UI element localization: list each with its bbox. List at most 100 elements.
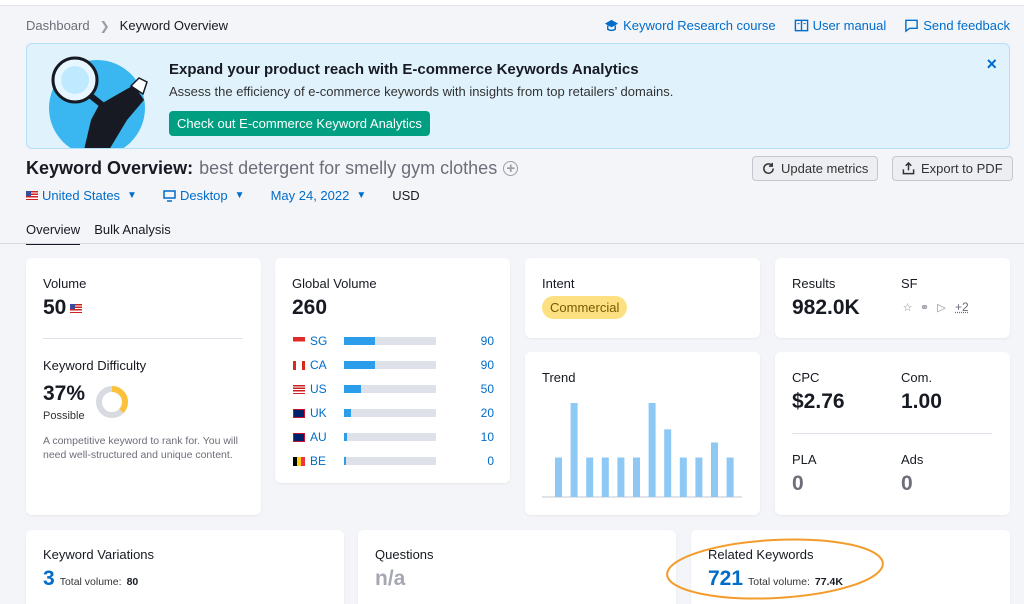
related-label: Related Keywords xyxy=(708,547,814,562)
trend-bar xyxy=(586,457,594,497)
add-circle-icon[interactable]: + xyxy=(503,161,519,176)
desktop-icon xyxy=(163,189,176,202)
country-row-be: BE 0 xyxy=(293,454,494,468)
play-icon[interactable]: ▷ xyxy=(937,301,946,314)
update-metrics-button[interactable]: Update metrics xyxy=(752,156,879,181)
pla-value: 0 xyxy=(792,472,804,495)
user-manual-link[interactable]: User manual xyxy=(794,18,886,33)
au-flag-icon xyxy=(293,432,305,442)
country-row-au: AU 10 xyxy=(293,430,494,444)
kd-label: Keyword Difficulty xyxy=(43,358,147,373)
close-icon[interactable]: × xyxy=(986,54,997,74)
country-code[interactable]: AU xyxy=(310,430,327,444)
sf-more[interactable]: +2 xyxy=(955,300,969,314)
country-volume-value[interactable]: 90 xyxy=(480,334,494,348)
questions-label: Questions xyxy=(375,547,434,562)
country-volume-value[interactable]: 20 xyxy=(480,406,494,420)
trend-bar xyxy=(726,457,734,497)
cpc-card: CPC $2.76 Com. 1.00 PLA 0 Ads 0 xyxy=(775,352,1010,515)
filter-bar: United States ▼ Desktop ▼ May 24, 2022 ▼… xyxy=(26,188,420,203)
breadcrumb-dashboard[interactable]: Dashboard xyxy=(26,18,90,33)
export-icon xyxy=(902,162,915,175)
country-row-us: US 50 xyxy=(293,382,494,396)
trend-bar xyxy=(555,457,562,497)
device-selector[interactable]: Desktop ▼ xyxy=(163,188,245,203)
tab-overview[interactable]: Overview xyxy=(26,222,81,245)
keyword-text: best detergent for smelly gym clothes xyxy=(199,158,498,178)
variations-total-label: Total volume: xyxy=(59,576,122,588)
country-code[interactable]: US xyxy=(310,382,327,396)
country-volume-bar-fill xyxy=(344,457,346,465)
trend-chart xyxy=(542,403,742,498)
device-label: Desktop xyxy=(179,188,228,203)
results-value: 982.0K xyxy=(792,296,860,319)
us-flag-icon xyxy=(26,191,38,200)
keyword-research-course-link[interactable]: Keyword Research course xyxy=(604,18,776,33)
page-title: Keyword Overview: best detergent for sme… xyxy=(26,158,519,179)
country-volume-bar-fill xyxy=(344,409,352,417)
country-volume-bar-fill xyxy=(344,337,376,345)
kd-description: A competitive keyword to rank for. You w… xyxy=(43,435,238,461)
ads-value: 0 xyxy=(901,472,913,495)
trend-bar xyxy=(711,442,718,497)
top-edge xyxy=(0,0,1024,6)
divider xyxy=(792,433,992,434)
star-icon[interactable]: ☆ xyxy=(902,301,913,314)
intent-badge: Commercial xyxy=(542,296,628,319)
sg-flag-icon xyxy=(293,336,305,346)
global-volume-label: Global Volume xyxy=(292,276,377,291)
country-code[interactable]: UK xyxy=(310,406,327,420)
chevron-down-icon: ▼ xyxy=(356,190,367,201)
currency-label: USD xyxy=(392,188,420,203)
ca-flag-icon xyxy=(293,360,305,370)
related-value[interactable]: 721 xyxy=(708,567,744,590)
country-volume-bar xyxy=(344,457,436,465)
country-volume-value[interactable]: 50 xyxy=(480,382,494,396)
country-selector[interactable]: United States ▼ xyxy=(26,188,137,203)
country-volume-value[interactable]: 0 xyxy=(487,454,494,468)
breadcrumb-current: Keyword Overview xyxy=(119,18,229,33)
country-volume-value[interactable]: 10 xyxy=(480,430,494,444)
related-total-label: Total volume: xyxy=(748,576,810,588)
competition-label: Com. xyxy=(901,370,933,385)
tabs: Overview Bulk Analysis xyxy=(26,222,171,245)
update-metrics-label: Update metrics xyxy=(781,161,869,176)
send-feedback-link[interactable]: Send feedback xyxy=(904,18,1010,33)
kd-value: 37% xyxy=(43,382,86,405)
results-label: Results xyxy=(792,276,836,291)
uk-flag-icon xyxy=(293,408,305,418)
country-volume-bar xyxy=(344,337,436,345)
country-code[interactable]: SG xyxy=(310,334,328,348)
trend-bar xyxy=(601,457,609,497)
country-volume-bar xyxy=(344,409,436,417)
banner-subtitle: Assess the efficiency of e-commerce keyw… xyxy=(169,84,674,99)
country-code[interactable]: BE xyxy=(310,454,327,468)
link-icon[interactable]: ⚭ xyxy=(919,301,930,314)
kd-donut-arc xyxy=(96,386,128,418)
export-pdf-label: Export to PDF xyxy=(921,161,1003,176)
country-label: United States xyxy=(42,188,121,203)
sf-label: SF xyxy=(901,276,918,291)
chevron-down-icon: ▼ xyxy=(234,190,245,201)
trend-label: Trend xyxy=(542,370,576,385)
ecommerce-analytics-button[interactable]: Check out E-commerce Keyword Analytics xyxy=(169,111,430,136)
country-code[interactable]: CA xyxy=(310,358,327,372)
variations-value[interactable]: 3 xyxy=(43,567,55,590)
country-volume-value[interactable]: 90 xyxy=(480,358,494,372)
export-pdf-button[interactable]: Export to PDF xyxy=(892,156,1013,181)
volume-card: Volume 50 Keyword Difficulty 37% Possibl… xyxy=(26,258,261,515)
tab-bulk-analysis[interactable]: Bulk Analysis xyxy=(94,222,171,237)
magnifier-illustration xyxy=(49,56,148,148)
global-volume-value: 260 xyxy=(292,296,328,319)
country-volume-bar xyxy=(344,361,436,369)
questions-card: Questions n/a xyxy=(358,530,676,604)
date-selector[interactable]: May 24, 2022 ▼ xyxy=(271,188,367,203)
variations-total-value: 80 xyxy=(126,576,139,588)
kd-donut xyxy=(96,386,128,418)
country-row-sg: SG 90 xyxy=(293,334,494,348)
country-row-uk: UK 20 xyxy=(293,406,494,420)
country-volume-bar-fill xyxy=(344,433,347,441)
intent-card: Intent Commercial xyxy=(525,258,760,338)
trend-bar xyxy=(664,429,672,497)
questions-value: n/a xyxy=(375,567,406,590)
